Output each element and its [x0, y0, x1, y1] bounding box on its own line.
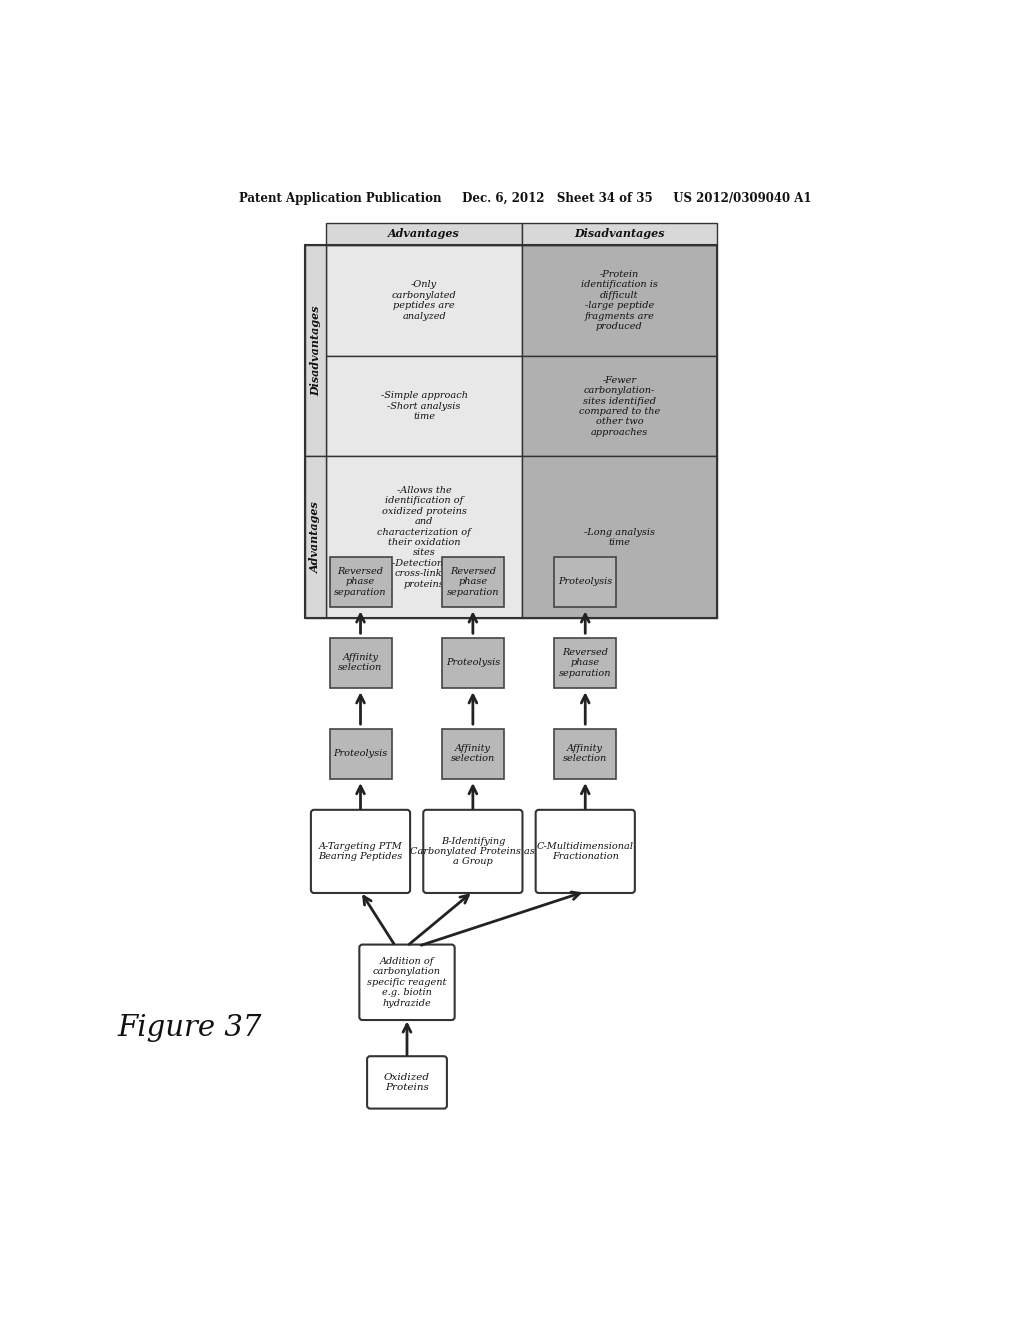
FancyBboxPatch shape	[554, 557, 616, 607]
Text: Oxidized
Proteins: Oxidized Proteins	[384, 1073, 430, 1092]
Text: C-Multidimensional
Fractionation: C-Multidimensional Fractionation	[537, 842, 634, 861]
Bar	[305, 457, 327, 618]
Text: Affinity
selection: Affinity selection	[563, 744, 607, 763]
FancyBboxPatch shape	[330, 638, 391, 688]
Bar	[521, 223, 717, 244]
Text: Reversed
phase
separation: Reversed phase separation	[446, 568, 499, 597]
Text: B-Identifying
Carbonylated Proteins as
a Group: B-Identifying Carbonylated Proteins as a…	[411, 837, 536, 866]
Bar	[327, 457, 521, 618]
Bar	[521, 356, 717, 457]
Text: Affinity
selection: Affinity selection	[338, 653, 383, 672]
Text: Affinity
selection: Affinity selection	[451, 744, 495, 763]
Text: -Long analysis
time: -Long analysis time	[584, 528, 655, 546]
Bar	[327, 244, 521, 356]
FancyBboxPatch shape	[442, 557, 504, 607]
Bar	[327, 356, 521, 457]
Bar	[327, 223, 521, 244]
Text: Disadvantages: Disadvantages	[310, 305, 322, 396]
FancyBboxPatch shape	[442, 638, 504, 688]
Text: Patent Application Publication     Dec. 6, 2012   Sheet 34 of 35     US 2012/030: Patent Application Publication Dec. 6, 2…	[239, 191, 811, 205]
Bar	[521, 457, 717, 618]
Text: Advantages: Advantages	[310, 502, 322, 573]
FancyBboxPatch shape	[442, 729, 504, 779]
FancyBboxPatch shape	[330, 729, 391, 779]
Text: Proteolysis: Proteolysis	[558, 577, 612, 586]
FancyBboxPatch shape	[423, 810, 522, 892]
Text: A-Targeting PTM
Bearing Peptides: A-Targeting PTM Bearing Peptides	[318, 842, 402, 861]
Text: -Only
carbonylated
peptides are
analyzed: -Only carbonylated peptides are analyzed	[391, 280, 457, 321]
FancyBboxPatch shape	[330, 557, 391, 607]
Text: Addition of
carbonylation
specific reagent
e.g. biotin
hydrazide: Addition of carbonylation specific reage…	[368, 957, 446, 1007]
Text: Reversed
phase
separation: Reversed phase separation	[559, 648, 611, 677]
Bar	[305, 244, 717, 618]
Bar	[305, 244, 327, 457]
Text: Advantages: Advantages	[388, 228, 460, 239]
Text: Proteolysis: Proteolysis	[334, 750, 388, 758]
Text: Disadvantages: Disadvantages	[574, 228, 665, 239]
Text: -Allows the
identification of
oxidized proteins
and
characterization of
their ox: -Allows the identification of oxidized p…	[377, 486, 471, 589]
FancyBboxPatch shape	[367, 1056, 446, 1109]
Text: -Protein
identification is
difficult
-large peptide
fragments are
produced: -Protein identification is difficult -la…	[581, 271, 657, 331]
Text: Figure 37: Figure 37	[118, 1015, 262, 1043]
FancyBboxPatch shape	[554, 638, 616, 688]
FancyBboxPatch shape	[554, 729, 616, 779]
FancyBboxPatch shape	[359, 945, 455, 1020]
Bar	[521, 244, 717, 356]
FancyBboxPatch shape	[311, 810, 410, 892]
Text: Proteolysis: Proteolysis	[445, 659, 500, 667]
Text: -Simple approach
-Short analysis
time: -Simple approach -Short analysis time	[381, 392, 468, 421]
FancyBboxPatch shape	[536, 810, 635, 892]
Text: -Fewer
carbonylation-
sites identified
compared to the
other two
approaches: -Fewer carbonylation- sites identified c…	[579, 376, 660, 437]
Text: Reversed
phase
separation: Reversed phase separation	[334, 568, 387, 597]
